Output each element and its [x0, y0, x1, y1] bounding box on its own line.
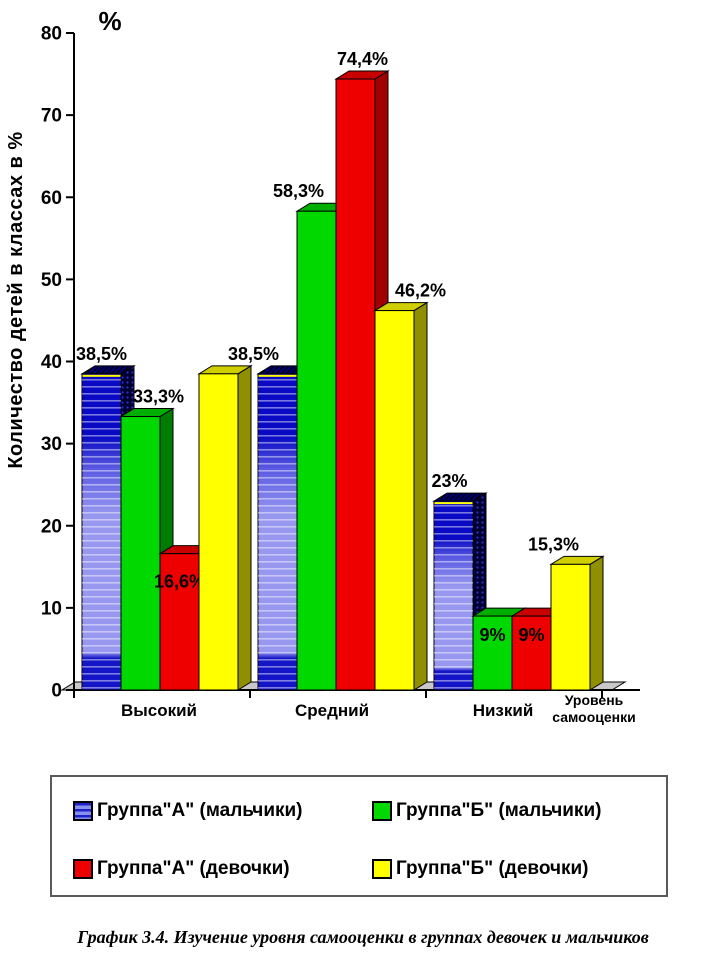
- legend-swatch-red-icon: [73, 859, 93, 879]
- y-axis-unit-label: %: [98, 6, 121, 36]
- x-category-label: Низкий: [473, 701, 534, 720]
- chart-caption: График 3.4. Изучение уровня самооценки в…: [77, 927, 649, 947]
- bar-group-b-girls-0: [198, 373, 239, 691]
- x-axis-title-line1: Уровень: [565, 692, 624, 708]
- bar-value-label-group-a-girls-0: 16,6%: [154, 572, 205, 592]
- bar-value-label-group-a-boys-0: 38,5%: [76, 344, 127, 364]
- bar-value-label-group-a-girls-1: 74,4%: [337, 49, 388, 69]
- legend-swatch-blue-stripes-icon: [73, 801, 93, 821]
- x-category-label: Высокий: [121, 701, 197, 720]
- chart-legend: Группа"А" (мальчики) Группа"Б" (мальчики…: [50, 775, 668, 897]
- legend-swatch-green-icon: [372, 801, 392, 821]
- x-axis-title-line2: самооценки: [552, 709, 635, 725]
- bar-group-b-girls-1: [374, 310, 415, 691]
- bar-group-b-girls-2-side: [589, 555, 604, 691]
- bar-value-label-group-b-girls-0: 38,5%: [228, 344, 279, 364]
- bar-group-a-boys-1-topline: [258, 374, 297, 377]
- y-tick-label: 50: [41, 270, 62, 291]
- legend-item-group-a-boys: Группа"А" (мальчики): [73, 800, 303, 822]
- y-tick-label: 30: [41, 434, 62, 455]
- x-category-label: Средний: [295, 701, 369, 720]
- bar-group-a-boys-0-topline: [82, 374, 121, 377]
- bar-value-label-group-b-boys-2: 9%: [479, 625, 505, 645]
- y-tick-label: 0: [51, 681, 62, 702]
- bar-group-a-girls-0: [159, 553, 200, 691]
- legend-label: Группа"Б" (мальчики): [396, 800, 602, 821]
- bar-group-a-boys-2-topline: [434, 502, 473, 505]
- bar-group-a-boys-0-texture: [82, 373, 121, 690]
- bar-chart: 0 10 20 30 40 50 60 70 80 % Количество детей в кла…: [5, 6, 640, 725]
- bar-value-label-group-a-girls-2: 9%: [518, 625, 544, 645]
- bar-group-b-girls-0-side: [237, 364, 252, 691]
- legend-item-group-b-girls: Группа"Б" (девочки): [372, 858, 589, 880]
- bar-group-b-girls-1-side: [413, 301, 428, 691]
- bar-group-a-girls-1: [335, 78, 376, 691]
- bar-group-b-boys-1: [296, 210, 337, 691]
- bar-group-a-boys-1-texture: [258, 373, 297, 690]
- legend-label: Группа"А" (девочки): [97, 858, 290, 879]
- bar-group-a-girls-2: [511, 615, 552, 691]
- y-tick-label: 10: [41, 598, 62, 619]
- bar-group-a-boys-2-texture: [434, 501, 473, 690]
- bar-group-b-boys-0: [120, 416, 161, 691]
- legend-swatch-yellow-icon: [372, 859, 392, 879]
- y-tick-label: 60: [41, 188, 62, 209]
- y-tick-label: 80: [41, 24, 62, 45]
- y-axis-title: Количество детей в классах в %: [5, 131, 27, 468]
- y-tick-label: 20: [41, 516, 62, 537]
- legend-label: Группа"А" (мальчики): [97, 800, 303, 821]
- y-tick-label: 40: [41, 352, 62, 373]
- bar-value-label-group-b-girls-1: 46,2%: [395, 281, 446, 301]
- legend-label: Группа"Б" (девочки): [396, 858, 589, 879]
- bar-value-label-group-b-boys-1: 58,3%: [273, 181, 324, 201]
- bar-value-label-group-a-boys-2: 23%: [431, 471, 467, 491]
- legend-item-group-b-boys: Группа"Б" (мальчики): [372, 800, 601, 822]
- bar-value-label-group-b-girls-2: 15,3%: [528, 534, 579, 554]
- bar-group-b-boys-2: [472, 615, 513, 691]
- legend-item-group-a-girls: Группа"А" (девочки): [73, 858, 290, 880]
- bar-group-b-girls-2: [550, 563, 591, 691]
- y-tick-label: 70: [41, 106, 62, 127]
- bar-value-label-group-b-boys-0: 33,3%: [133, 387, 184, 407]
